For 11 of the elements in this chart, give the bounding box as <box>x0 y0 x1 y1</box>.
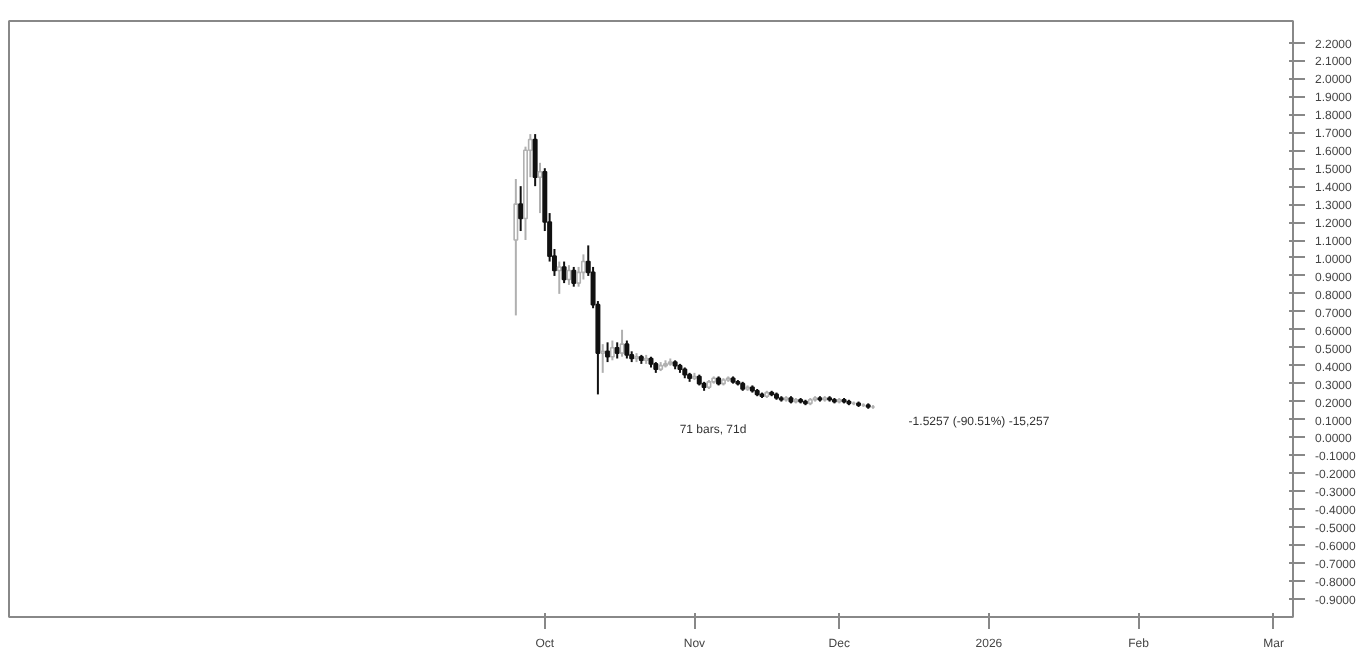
candlestick <box>556 260 562 295</box>
candlestick <box>605 341 611 364</box>
candlestick <box>600 343 606 374</box>
candlestick <box>571 265 577 288</box>
candlestick <box>532 133 538 188</box>
candlestick <box>537 161 543 215</box>
candlestick <box>518 185 524 233</box>
candlestick <box>609 339 615 362</box>
candlestick <box>513 177 519 317</box>
candlestick <box>566 264 572 286</box>
candlestick <box>580 253 586 281</box>
